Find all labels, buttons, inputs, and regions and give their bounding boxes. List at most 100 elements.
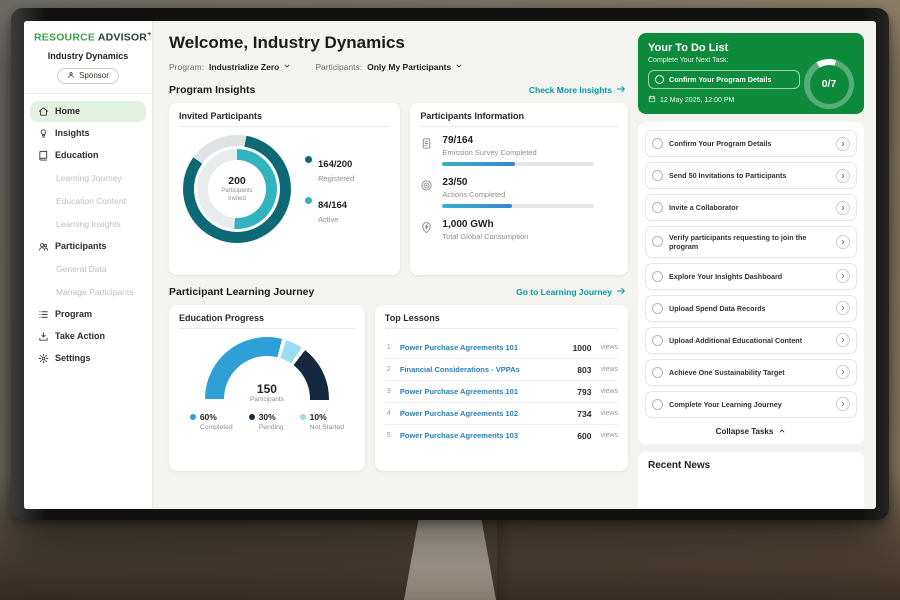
task-checkbox[interactable]	[652, 236, 663, 248]
lesson-title-link[interactable]: Power Purchase Agreements 103	[399, 431, 518, 440]
chevron-right-icon[interactable]	[836, 269, 850, 284]
go-to-learning-journey-link[interactable]: Go to Learning Journey	[516, 286, 626, 298]
lesson-views: 600	[577, 430, 592, 441]
lesson-title-link[interactable]: Financial Considerations - VPPAs	[399, 365, 520, 374]
progress-fill	[442, 162, 516, 166]
sidebar-item-manage-participants[interactable]: Manage Participants	[30, 281, 146, 303]
lesson-row[interactable]: 1 Power Purchase Agreements 101 1000 vie…	[384, 337, 618, 359]
lesson-row[interactable]: 3 Power Purchase Agreements 101 793 view…	[384, 381, 618, 403]
sidebar-item-label: Manage Participants	[56, 286, 134, 297]
lesson-row[interactable]: 2 Financial Considerations - VPPAs 803 v…	[384, 359, 618, 381]
check-more-insights-link[interactable]: Check More Insights	[529, 84, 626, 96]
sidebar-item-take-action[interactable]: Take Action	[30, 326, 146, 347]
progress-bar	[442, 162, 595, 166]
chevron-right-icon[interactable]	[836, 200, 850, 215]
chevron-right-icon[interactable]	[836, 168, 850, 183]
chevron-right-icon[interactable]	[836, 234, 850, 249]
chevron-right-icon[interactable]	[836, 397, 850, 412]
lesson-title-link[interactable]: Power Purchase Agreements 101	[399, 387, 518, 396]
task-checkbox[interactable]	[652, 302, 663, 314]
registered-label: Registered	[318, 174, 355, 183]
task-row[interactable]: Send 50 Invitations to Participants	[645, 162, 857, 189]
todo-due-text: 12 May 2025, 12:00 PM	[660, 96, 735, 104]
metric-value: 23/50	[442, 177, 468, 188]
task-checkbox[interactable]	[652, 138, 663, 149]
chevron-right-icon[interactable]	[836, 333, 850, 348]
lesson-rank: 3	[386, 388, 391, 395]
sidebar-item-insights[interactable]: Insights	[30, 123, 146, 144]
task-checkbox[interactable]	[652, 170, 663, 181]
sidebar-item-participants[interactable]: Participants	[30, 236, 146, 257]
sidebar-item-home[interactable]: Home	[30, 100, 146, 122]
legend-item-not-started: 10% Not Started	[299, 412, 344, 431]
sidebar-item-label: Participants	[55, 241, 107, 251]
task-checkbox[interactable]	[652, 202, 663, 213]
task-checkbox[interactable]	[652, 398, 663, 410]
todo-next-task[interactable]: Confirm Your Program Details	[648, 70, 800, 89]
participants-dropdown[interactable]: Only My Participants	[367, 62, 463, 72]
sidebar-item-learning-journey[interactable]: Learning Journey	[30, 167, 146, 189]
task-checkbox[interactable]	[652, 334, 663, 346]
sidebar-item-label: Insights	[55, 128, 90, 138]
sidebar-item-education[interactable]: Education	[30, 145, 146, 166]
sidebar-item-label: Take Action	[55, 331, 106, 341]
sidebar: RESOURCE ADVISOR+ Industry Dynamics Spon…	[24, 21, 153, 509]
todo-subtitle: Complete Your Next Task:	[648, 57, 729, 64]
program-dropdown[interactable]: Industrialize Zero	[209, 62, 291, 72]
sidebar-item-learning-insights[interactable]: Learning Insights	[30, 213, 146, 235]
brand-primary: RESOURCE	[34, 31, 96, 44]
chevron-right-icon[interactable]	[836, 301, 850, 316]
chevron-right-icon[interactable]	[836, 136, 850, 151]
legend-item-pending: 30% Pending	[248, 412, 284, 431]
sidebar-item-label: Program	[55, 309, 93, 319]
journey-cards: Education Progress 150 Participants	[169, 305, 628, 471]
lesson-row[interactable]: 4 Power Purchase Agreements 102 734 view…	[384, 403, 618, 425]
task-checkbox[interactable]	[652, 366, 663, 378]
donut-center-value: 200	[228, 175, 246, 187]
task-checkbox[interactable]	[652, 270, 663, 282]
sidebar-item-settings[interactable]: Settings	[30, 348, 146, 369]
task-row[interactable]: Upload Spend Data Records	[645, 294, 857, 322]
sidebar-item-general-data[interactable]: General Data	[30, 258, 146, 280]
sponsor-badge[interactable]: Sponsor	[57, 67, 119, 84]
lesson-row[interactable]: 5 Power Purchase Agreements 103 600 view…	[385, 425, 618, 446]
task-row[interactable]: Explore Your Insights Dashboard	[645, 262, 857, 290]
lesson-title-link[interactable]: Power Purchase Agreements 101	[399, 343, 518, 352]
active-value: 84/164	[318, 200, 348, 211]
collapse-tasks-link[interactable]: Collapse Tasks	[645, 423, 857, 440]
sidebar-item-education-content[interactable]: Education Content	[30, 190, 146, 212]
lesson-rank: 1	[386, 344, 391, 351]
task-row[interactable]: Complete Your Learning Journey	[645, 390, 857, 418]
calendar-icon	[648, 95, 656, 105]
task-row[interactable]: Confirm Your Program Details	[645, 130, 857, 157]
sidebar-item-label: Home	[55, 106, 81, 116]
task-row[interactable]: Achieve One Sustainability Target	[645, 358, 857, 386]
sidebar-item-label: Education	[55, 150, 99, 160]
task-checkbox[interactable]	[655, 75, 664, 84]
brand-sup: +	[147, 31, 152, 38]
donut-legend: 164/200 Registered 84/164 Active	[305, 154, 354, 224]
invited-donut-chart: 200 Participants Invited	[183, 135, 291, 243]
sidebar-nav: Home Insights Education Learning Journey	[24, 94, 152, 510]
sidebar-item-program[interactable]: Program	[30, 304, 146, 325]
gear-icon	[38, 353, 49, 364]
lesson-views-unit: views	[600, 388, 618, 395]
chevron-up-icon	[778, 427, 786, 437]
task-label: Explore Your Insights Dashboard	[669, 271, 783, 281]
chevron-right-icon[interactable]	[836, 365, 850, 380]
task-row[interactable]: Upload Additional Educational Content	[645, 326, 857, 354]
education-card-title: Education Progress	[179, 313, 355, 329]
pinfo-card-title: Participants Information	[420, 111, 618, 127]
screen: RESOURCE ADVISOR+ Industry Dynamics Spon…	[24, 21, 876, 509]
program-filter-label: Program:	[169, 62, 204, 72]
task-row[interactable]: Invite a Collaborator	[645, 194, 857, 221]
participants-dropdown-value: Only My Participants	[367, 62, 452, 72]
lesson-views: 803	[577, 364, 592, 375]
lesson-views-unit: views	[600, 344, 618, 351]
not-started-value: 10%	[309, 412, 327, 422]
lesson-title-link[interactable]: Power Purchase Agreements 102	[399, 409, 518, 418]
legend-item-registered: 164/200 Registered	[305, 154, 354, 183]
donut-center-label: Participants Invited	[221, 188, 253, 202]
task-row[interactable]: Verify participants requesting to join t…	[645, 226, 857, 258]
donut-center: 200 Participants Invited	[208, 160, 266, 218]
